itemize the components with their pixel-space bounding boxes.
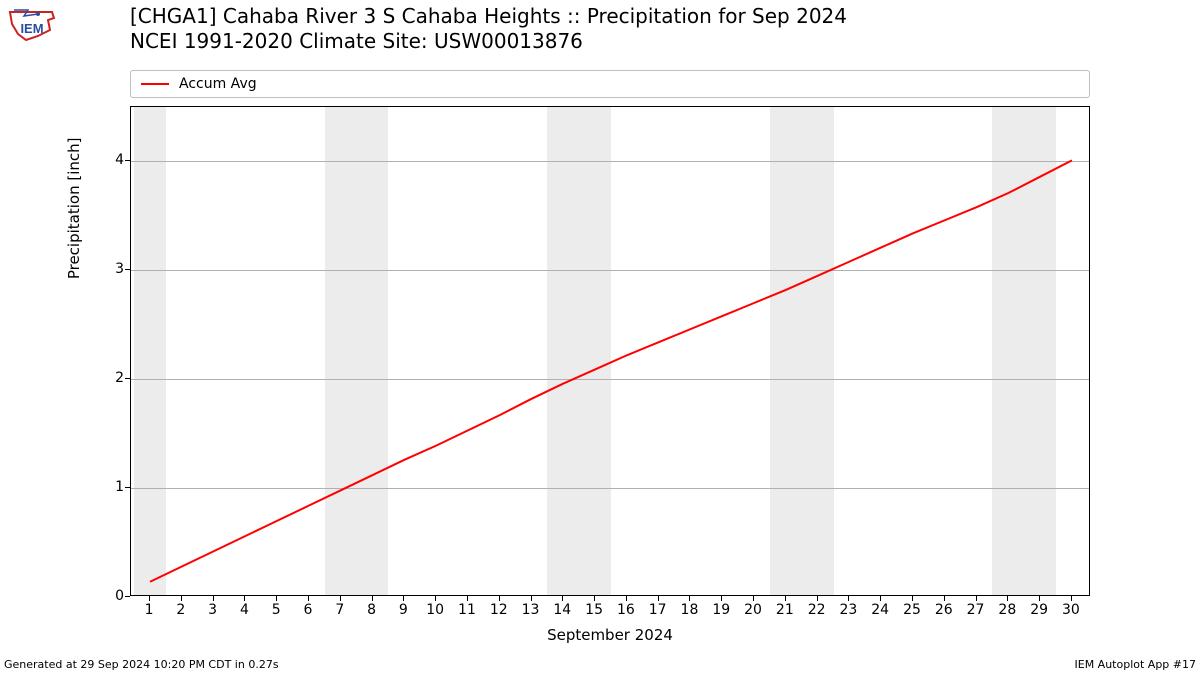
x-tick-label: 22	[808, 602, 826, 618]
x-tick-mark	[499, 596, 500, 601]
x-tick-mark	[1071, 596, 1072, 601]
x-tick-label: 20	[744, 602, 762, 618]
x-tick-mark	[403, 596, 404, 601]
x-tick-label: 6	[304, 602, 313, 618]
x-tick-label: 15	[585, 602, 603, 618]
x-tick-mark	[213, 596, 214, 601]
x-tick-label: 17	[649, 602, 667, 618]
x-tick-label: 21	[776, 602, 794, 618]
x-tick-mark	[1039, 596, 1040, 601]
data-line	[131, 107, 1090, 596]
x-tick-label: 2	[176, 602, 185, 618]
y-tick-mark	[125, 487, 130, 488]
x-tick-mark	[1007, 596, 1008, 601]
x-tick-mark	[944, 596, 945, 601]
x-tick-label: 14	[553, 602, 571, 618]
x-tick-mark	[276, 596, 277, 601]
x-tick-mark	[753, 596, 754, 601]
x-tick-mark	[562, 596, 563, 601]
x-tick-mark	[149, 596, 150, 601]
x-tick-label: 23	[839, 602, 857, 618]
x-tick-mark	[467, 596, 468, 601]
x-tick-mark	[880, 596, 881, 601]
x-tick-mark	[531, 596, 532, 601]
x-tick-mark	[340, 596, 341, 601]
x-tick-mark	[372, 596, 373, 601]
x-tick-label: 25	[903, 602, 921, 618]
x-tick-mark	[785, 596, 786, 601]
x-tick-mark	[308, 596, 309, 601]
x-tick-label: 24	[871, 602, 889, 618]
y-tick-mark	[125, 378, 130, 379]
x-tick-mark	[626, 596, 627, 601]
x-tick-label: 28	[998, 602, 1016, 618]
title-line2: NCEI 1991-2020 Climate Site: USW00013876	[130, 29, 847, 54]
x-tick-mark	[976, 596, 977, 601]
x-tick-mark	[912, 596, 913, 601]
title-line1: [CHGA1] Cahaba River 3 S Cahaba Heights …	[130, 4, 847, 29]
y-tick-mark	[125, 596, 130, 597]
x-tick-mark	[435, 596, 436, 601]
x-tick-label: 5	[272, 602, 281, 618]
axes	[130, 106, 1090, 596]
x-tick-mark	[594, 596, 595, 601]
y-tick-label: 2	[84, 370, 124, 386]
y-tick-label: 1	[84, 479, 124, 495]
legend-swatch	[141, 83, 169, 85]
x-tick-mark	[658, 596, 659, 601]
y-tick-label: 3	[84, 261, 124, 277]
x-tick-label: 12	[490, 602, 508, 618]
y-tick-label: 4	[84, 152, 124, 168]
x-axis-label: September 2024	[130, 626, 1090, 644]
iem-logo: IEM	[8, 6, 56, 44]
x-tick-label: 10	[426, 602, 444, 618]
x-tick-mark	[817, 596, 818, 601]
x-tick-mark	[848, 596, 849, 601]
x-tick-label: 27	[967, 602, 985, 618]
y-axis-label: Precipitation [inch]	[65, 137, 83, 279]
x-tick-mark	[689, 596, 690, 601]
x-tick-label: 19	[712, 602, 730, 618]
x-tick-label: 3	[208, 602, 217, 618]
plot-area: Accum Avg Precipitation [inch] September…	[130, 70, 1090, 630]
y-tick-mark	[125, 160, 130, 161]
x-tick-label: 11	[458, 602, 476, 618]
x-tick-label: 9	[399, 602, 408, 618]
logo-text: IEM	[20, 21, 43, 36]
x-tick-label: 8	[367, 602, 376, 618]
x-tick-mark	[721, 596, 722, 601]
x-tick-label: 30	[1062, 602, 1080, 618]
x-tick-label: 7	[335, 602, 344, 618]
y-tick-label: 0	[84, 588, 124, 604]
legend: Accum Avg	[130, 70, 1090, 98]
x-tick-label: 26	[935, 602, 953, 618]
footer-generated: Generated at 29 Sep 2024 10:20 PM CDT in…	[4, 658, 279, 671]
x-tick-label: 16	[617, 602, 635, 618]
x-tick-label: 1	[145, 602, 154, 618]
x-tick-label: 4	[240, 602, 249, 618]
x-tick-mark	[244, 596, 245, 601]
footer-app: IEM Autoplot App #17	[1075, 658, 1197, 671]
chart-title: [CHGA1] Cahaba River 3 S Cahaba Heights …	[130, 4, 847, 54]
legend-label: Accum Avg	[179, 76, 257, 92]
x-tick-label: 13	[522, 602, 540, 618]
x-tick-mark	[181, 596, 182, 601]
x-tick-label: 18	[681, 602, 699, 618]
y-tick-mark	[125, 269, 130, 270]
x-tick-label: 29	[1030, 602, 1048, 618]
